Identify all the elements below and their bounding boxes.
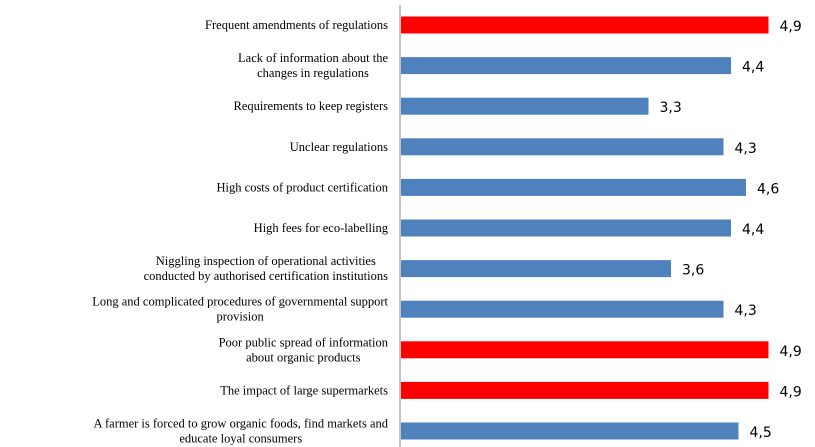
category-label: Unclear regulations: [290, 140, 388, 154]
value-label: 4,4: [742, 222, 764, 238]
value-label: 4,9: [780, 344, 802, 360]
bar: [401, 97, 649, 115]
bar: [401, 57, 731, 75]
bar: [401, 178, 746, 196]
bar: [401, 16, 769, 34]
bar: [401, 260, 671, 278]
value-label: 3,3: [660, 100, 682, 116]
bar: [401, 219, 731, 237]
value-label: 3,6: [682, 263, 704, 279]
category-label: The impact of large supermarkets: [220, 383, 388, 397]
value-label: 4,4: [742, 60, 764, 76]
bar: [401, 381, 769, 399]
category-label: Lack of information about the changes in …: [238, 51, 388, 80]
value-label: 4,5: [750, 425, 772, 441]
bar: [401, 300, 724, 318]
category-label: Long and complicated procedures of gover…: [92, 295, 388, 324]
value-label: 4,3: [735, 303, 757, 319]
bar: [401, 422, 739, 440]
bar: [401, 341, 769, 359]
value-label: 4,9: [780, 19, 802, 35]
category-label: High costs of product certification: [217, 180, 389, 194]
category-label: Niggling inspection of operational activ…: [144, 254, 389, 283]
category-label: Frequent amendments of regulations: [205, 18, 388, 32]
value-label: 4,3: [735, 141, 757, 157]
value-label: 4,6: [757, 181, 779, 197]
value-label: 4,9: [780, 384, 802, 400]
category-label: A farmer is forced to grow organic foods…: [94, 417, 389, 446]
category-label: Requirements to keep registers: [234, 99, 389, 113]
category-label: Poor public spread of information about o…: [219, 335, 389, 364]
category-label: High fees for eco-labelling: [254, 221, 389, 235]
bar: [401, 138, 724, 156]
